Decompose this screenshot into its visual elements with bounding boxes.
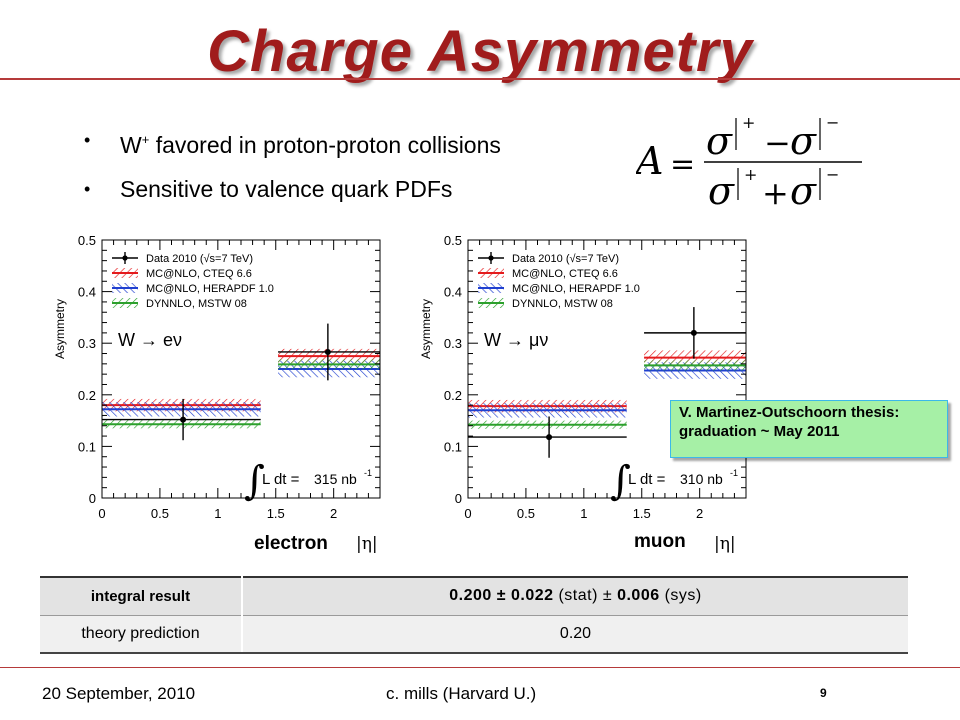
bullet-list: W+ favored in proton-proton collisions S… <box>84 126 501 219</box>
bullet-superscript: + <box>141 132 150 147</box>
channel-text: W → μν <box>484 330 548 350</box>
legend-label: Data 2010 (√s=7 TeV) <box>146 253 253 265</box>
lumi-value: 315 nb <box>314 471 357 487</box>
lumi-integral: ∫ <box>244 458 265 504</box>
svg-text:σ: σ <box>708 169 735 213</box>
x-tick-label: 1.5 <box>633 506 651 521</box>
data-point <box>546 434 553 441</box>
electron-plot: 0 0.1 0.2 0.3 0.4 0.5 0 0.5 1 1.5 2 Asymmetry Data 2… <box>46 226 392 531</box>
data-point <box>324 348 331 355</box>
lumi-integral: ∫ <box>610 458 631 504</box>
y-tick-label: 0.3 <box>444 336 462 351</box>
x-tick-label: 1.5 <box>267 506 285 521</box>
lumi-exponent: -1 <box>730 468 738 478</box>
svg-text:+: + <box>742 113 755 132</box>
legend-label: MC@NLO, CTEQ 6.6 <box>512 268 618 280</box>
page-number: 9 <box>820 686 827 700</box>
integral-result-value: 0.200 ± 0.022 (stat) ± 0.006 (sys) <box>242 576 908 616</box>
channel-text: W → eν <box>118 330 182 350</box>
table-row: theory prediction 0.20 <box>40 615 908 654</box>
x-tick-label: 0.5 <box>151 506 169 521</box>
svg-text:−: − <box>826 165 839 184</box>
svg-text:A: A <box>636 139 663 183</box>
electron-channel-label: electron <box>254 533 328 554</box>
slide-title: Charge Asymmetry <box>207 19 753 84</box>
y-axis-label: Asymmetry <box>419 299 433 359</box>
y-tick-label: 0.5 <box>444 233 462 248</box>
y-tick-label: 0.2 <box>444 388 462 403</box>
x-tick-label: 2 <box>330 506 337 521</box>
y-axis-label: Asymmetry <box>53 299 67 359</box>
legend-marker <box>488 255 494 261</box>
asymmetry-formula: A = σ + − σ − σ + + σ − <box>636 113 862 213</box>
lumi-ldt: L dt = <box>262 471 300 488</box>
legend-label: DYNNLO, MSTW 08 <box>512 298 613 310</box>
bullet-text: favored in proton-proton collisions <box>149 132 501 158</box>
svg-text:σ: σ <box>790 169 817 213</box>
result-central: 0.200 ± 0.022 <box>449 587 554 605</box>
row-label: theory prediction <box>40 615 243 654</box>
x-tick-label: 1 <box>580 506 587 521</box>
muon-eta-label: |η| <box>714 534 736 554</box>
bullet-text: Sensitive to valence quark PDFs <box>120 176 453 202</box>
svg-text:+: + <box>762 174 789 212</box>
x-tick-label: 0 <box>98 506 105 521</box>
data-point <box>690 329 697 336</box>
electron-asymmetry-chart: 0 0.1 0.2 0.3 0.4 0.5 0 0.5 1 1.5 2 Asymmetry Data 2… <box>53 233 381 521</box>
electron-eta-label: |η| <box>356 534 378 554</box>
x-tick-label: 0.5 <box>517 506 535 521</box>
result-sys-value: 0.006 <box>617 587 660 605</box>
y-tick-label: 0.2 <box>78 388 96 403</box>
legend-label: DYNNLO, MSTW 08 <box>146 298 247 310</box>
table-row: integral result 0.200 ± 0.022 (stat) ± 0… <box>40 576 908 616</box>
svg-text:σ: σ <box>790 119 817 163</box>
legend-label: MC@NLO, HERAPDF 1.0 <box>512 283 640 295</box>
legend-label: MC@NLO, HERAPDF 1.0 <box>146 283 274 295</box>
data-point <box>180 416 187 423</box>
y-tick-label: 0.5 <box>78 233 96 248</box>
lumi-value: 310 nb <box>680 471 723 487</box>
y-tick-label: 0.4 <box>78 285 96 300</box>
row-label: integral result <box>40 576 243 616</box>
svg-text:−: − <box>764 124 791 162</box>
result-stat: (stat) ± <box>553 587 618 605</box>
thesis-note: V. Martinez-Outschoorn thesis: graduatio… <box>670 400 948 458</box>
svg-text:+: + <box>744 165 757 184</box>
muon-plot: 0 0.1 0.2 0.3 0.4 0.5 0 0.5 1 1.5 2 Asymmetry Data 2… <box>412 226 758 531</box>
y-tick-label: 0.3 <box>78 336 96 351</box>
x-tick-label: 2 <box>696 506 703 521</box>
x-tick-label: 1 <box>214 506 221 521</box>
y-tick-label: 0 <box>89 491 96 506</box>
footer-divider <box>0 667 960 668</box>
y-tick-label: 0.4 <box>444 285 462 300</box>
footer-date: 20 September, 2010 <box>42 684 196 703</box>
lumi-ldt: L dt = <box>628 471 666 488</box>
legend-label: Data 2010 (√s=7 TeV) <box>512 253 619 265</box>
title-divider <box>0 78 960 80</box>
legend-marker <box>122 255 128 261</box>
x-tick-label: 0 <box>464 506 471 521</box>
bullet-item: W+ favored in proton-proton collisions <box>84 126 501 159</box>
y-tick-label: 0.1 <box>444 439 462 454</box>
bullet-item: Sensitive to valence quark PDFs <box>84 175 501 203</box>
svg-text:=: = <box>670 147 695 182</box>
legend-label: MC@NLO, CTEQ 6.6 <box>146 268 252 280</box>
y-tick-label: 0.1 <box>78 439 96 454</box>
results-table: integral result 0.200 ± 0.022 (stat) ± 0… <box>40 576 908 654</box>
svg-text:σ: σ <box>706 119 733 163</box>
bullet-prefix: W <box>120 132 142 158</box>
lumi-exponent: -1 <box>364 468 372 478</box>
footer-author: c. mills (Harvard U.) <box>386 684 537 703</box>
muon-asymmetry-chart: 0 0.1 0.2 0.3 0.4 0.5 0 0.5 1 1.5 2 Asymmetry Data 2… <box>419 233 747 521</box>
svg-text:−: − <box>826 113 839 132</box>
muon-channel-label: muon <box>634 531 686 552</box>
theory-prediction-value: 0.20 <box>242 615 908 654</box>
result-sys: (sys) <box>659 587 702 605</box>
y-tick-label: 0 <box>455 491 462 506</box>
